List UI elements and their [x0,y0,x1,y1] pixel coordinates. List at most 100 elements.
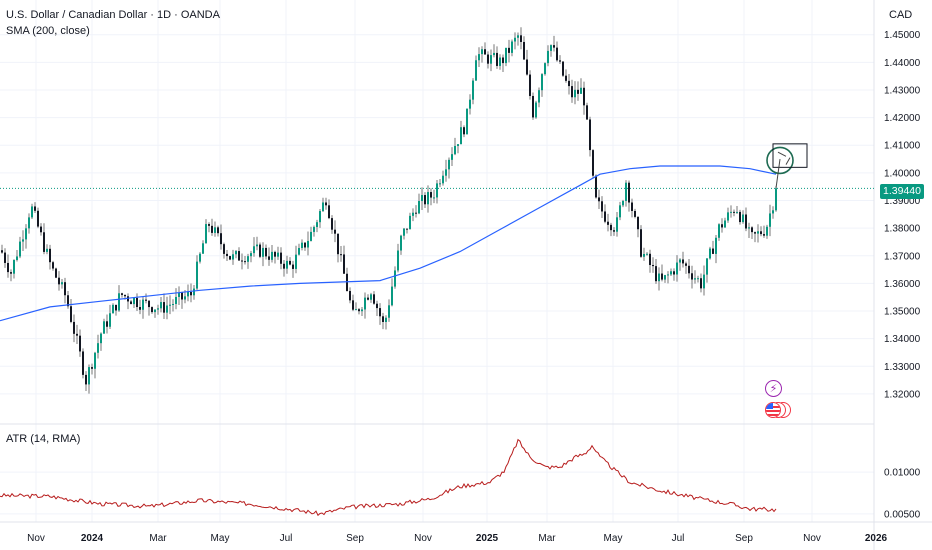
candle-body [334,229,336,234]
atr-line[interactable] [0,438,777,517]
time-tick-label: Mar [538,533,556,544]
candle-body [289,260,291,265]
candle-body [757,231,759,234]
candle-body [337,233,339,255]
candle-body [709,248,711,259]
candle-body [328,205,330,219]
time-tick-label: 2026 [865,533,888,544]
candle-body [541,74,543,91]
candle-body [568,80,570,87]
candle-body [694,278,696,280]
candle-body [307,240,309,248]
candle-body [667,274,669,276]
time-tick-label: Sep [735,533,753,544]
candle-body [565,75,567,81]
candle-body [379,308,381,317]
price-tick-label: 1.42000 [884,113,921,124]
candle-body [421,195,423,202]
sma-line[interactable] [0,165,777,322]
candle-body [724,220,726,228]
price-tick-label: 1.37000 [884,251,921,262]
candle-body [367,297,369,300]
candle-body [28,217,30,229]
price-tick-label: 1.39000 [884,196,921,207]
sma-legend-label[interactable]: SMA (200, close) [6,25,90,37]
candle-body [460,127,462,145]
candle-body [442,175,444,184]
candle-body [286,260,288,269]
atr-legend-label[interactable]: ATR (14, RMA) [6,433,81,445]
candle-body [223,244,225,254]
candle-body [4,252,6,263]
candle-body [253,246,255,254]
candle-body [373,294,375,304]
candle-body [451,154,453,160]
candle-body [85,374,87,385]
candle-body [205,224,207,244]
candle-body [538,90,540,103]
candle-body [502,57,504,64]
candle-body [178,292,180,297]
symbol-title[interactable]: U.S. Dollar / Canadian Dollar · 1D · OAN… [6,9,220,21]
candle-body [91,367,93,369]
atr-grid [0,424,874,522]
candle-body [463,127,465,135]
candle-body [109,313,111,327]
projection-line [785,157,791,165]
currency-label: CAD [889,9,913,21]
candle-body [82,351,84,375]
candle-body [769,213,771,227]
candle-body [151,307,153,313]
candle-body [733,211,735,213]
candle-body [424,195,426,205]
candle-body [22,239,24,242]
candle-body [1,250,3,253]
candle-body [736,211,738,213]
candle-body [763,234,765,236]
candle-body [34,206,36,211]
lightning-icon[interactable]: ⚡ [765,380,782,397]
time-tick-label: Sep [346,533,364,544]
candle-body [577,89,579,94]
annotation-circle[interactable] [766,146,794,175]
candle-body [418,201,420,214]
candle-body [454,145,456,155]
candle-body [571,86,573,98]
candle-body [364,297,366,310]
candle-body [700,278,702,289]
candle-body [172,304,174,306]
candle-body [505,47,507,64]
user-drawings[interactable] [766,143,808,189]
candle-body [52,262,54,269]
candle-body [532,95,534,118]
candle-body [61,282,63,285]
candle-body [640,229,642,257]
candle-body [58,277,60,285]
candle-body [679,259,681,263]
candle-body [184,296,186,300]
us-flag-icon[interactable] [765,402,791,420]
candle-body [634,210,636,217]
candle-body [439,183,441,185]
price-tick-label: 1.44000 [884,58,921,69]
candle-body [316,222,318,228]
price-tick-label: 1.34000 [884,334,921,345]
candle-body [127,296,129,302]
candle-body [175,296,177,305]
candle-body [472,80,474,100]
candle-body [382,316,384,322]
candlestick-series[interactable] [1,27,777,394]
atr-tick-label: 0.01000 [884,468,921,479]
candle-body [124,294,126,297]
candle-body [637,216,639,230]
candle-body [190,292,192,296]
candle-body [139,307,141,310]
annotation-target-box[interactable] [772,143,808,168]
candle-body [103,321,105,334]
candle-body [400,235,402,251]
candle-body [775,188,777,211]
price-tick-label: 1.36000 [884,279,921,290]
candle-body [760,231,762,235]
candle-body [64,282,66,296]
